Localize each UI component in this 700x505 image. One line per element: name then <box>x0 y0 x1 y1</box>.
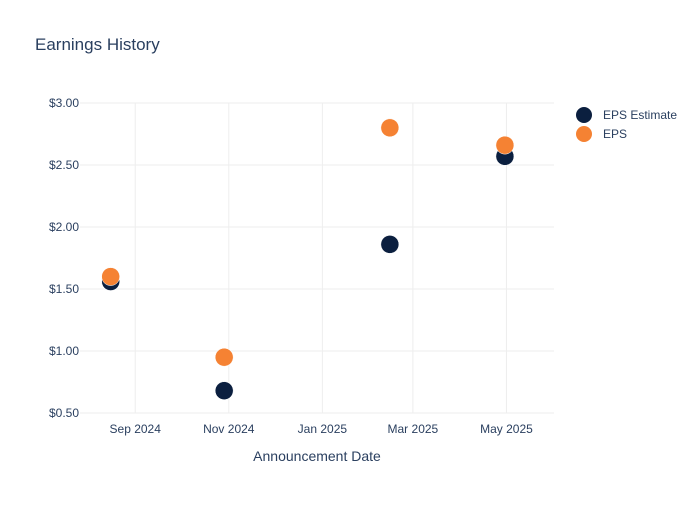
y-tick-label: $1.00 <box>49 344 79 358</box>
x-tick-label: Mar 2025 <box>388 422 439 436</box>
y-axis-ticks: $0.50 $1.00 $1.50 $2.00 $2.50 $3.00 <box>49 96 79 420</box>
x-axis-ticks: Sep 2024 Nov 2024 Jan 2025 Mar 2025 May 2025 <box>110 422 534 436</box>
legend-label: EPS Estimate <box>603 108 677 122</box>
data-point-eps-estimate[interactable] <box>214 381 234 400</box>
chart-title: Earnings History <box>35 35 160 54</box>
legend-marker <box>576 107 592 123</box>
x-tick-label: May 2025 <box>480 422 533 436</box>
y-tick-label: $0.50 <box>49 406 79 420</box>
legend-marker <box>576 126 592 142</box>
grid-lines <box>80 102 554 414</box>
legend-item-eps-estimate[interactable]: EPS Estimate <box>576 107 677 123</box>
legend-label: EPS <box>603 127 627 141</box>
x-tick-label: Sep 2024 <box>110 422 162 436</box>
data-point-eps[interactable] <box>101 267 120 286</box>
y-tick-label: $1.50 <box>49 282 79 296</box>
data-points <box>101 118 515 400</box>
data-point-eps[interactable] <box>380 118 400 138</box>
data-point-eps[interactable] <box>495 135 515 155</box>
legend-item-eps[interactable]: EPS <box>576 126 627 142</box>
x-axis-title: Announcement Date <box>253 448 381 464</box>
data-point-eps-estimate[interactable] <box>380 235 400 254</box>
y-tick-label: $2.00 <box>49 220 79 234</box>
x-tick-label: Nov 2024 <box>203 422 255 436</box>
data-point-eps[interactable] <box>214 347 234 367</box>
x-tick-label: Jan 2025 <box>298 422 348 436</box>
y-tick-label: $2.50 <box>49 158 79 172</box>
legend[interactable]: EPS Estimate EPS <box>576 107 677 142</box>
y-tick-label: $3.00 <box>49 96 79 110</box>
